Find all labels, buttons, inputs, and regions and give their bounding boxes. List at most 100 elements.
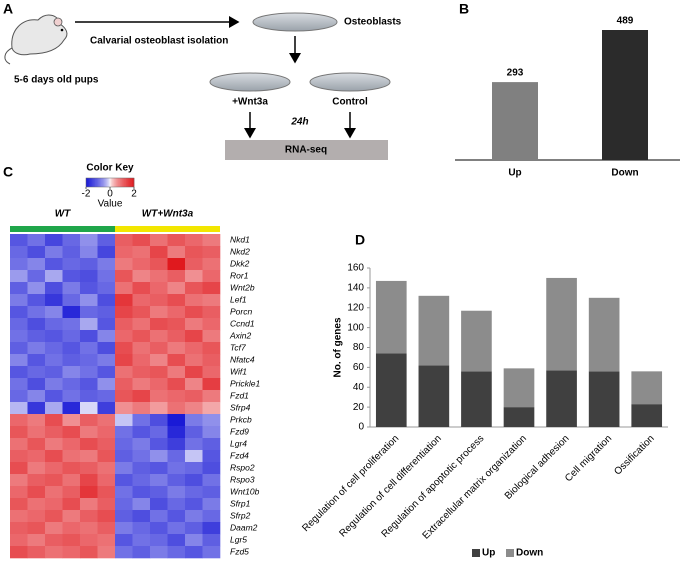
heatmap-cell bbox=[167, 306, 186, 319]
colorbar-step bbox=[116, 178, 118, 187]
heatmap-cell bbox=[45, 234, 63, 247]
heatmap-cell bbox=[132, 486, 151, 499]
heatmap-cell bbox=[97, 246, 116, 259]
heatmap-cell bbox=[202, 498, 221, 511]
row-label: Ccnd1 bbox=[230, 318, 255, 328]
heatmap-cell bbox=[185, 450, 203, 463]
condition-label: Control bbox=[332, 97, 368, 108]
bar-segment bbox=[375, 280, 407, 354]
heatmap-cell bbox=[202, 462, 221, 475]
row-label: Sfrp2 bbox=[230, 510, 251, 520]
heatmap-cell bbox=[167, 474, 186, 487]
y-axis-label: No. of genes bbox=[333, 317, 344, 377]
heatmap-cell bbox=[97, 414, 116, 427]
heatmap-cell bbox=[10, 282, 28, 295]
step-label: Calvarial osteoblast isolation bbox=[90, 36, 228, 47]
heatmap-cell bbox=[150, 498, 168, 511]
heatmap-cell bbox=[62, 402, 81, 415]
heatmap-cell bbox=[80, 510, 98, 523]
heatmap-cell bbox=[62, 318, 81, 331]
heatmap-cell bbox=[80, 366, 98, 379]
heatmap-cell bbox=[132, 510, 151, 523]
heatmap-cell bbox=[45, 378, 63, 391]
heatmap-cell bbox=[27, 354, 46, 367]
heatmap-cell bbox=[132, 330, 151, 343]
heatmap-cell bbox=[202, 234, 221, 247]
heatmap-cell bbox=[167, 402, 186, 415]
heatmap-cell bbox=[185, 414, 203, 427]
heatmap-cell bbox=[202, 486, 221, 499]
heatmap-cell bbox=[10, 234, 28, 247]
colorbar-step bbox=[123, 178, 125, 187]
heatmap-cell bbox=[62, 270, 81, 283]
heatmap-cell bbox=[202, 378, 221, 391]
colorbar-step bbox=[111, 178, 113, 187]
colorbar-step bbox=[100, 178, 102, 187]
heatmap-cell bbox=[27, 294, 46, 307]
heatmap-cell bbox=[27, 234, 46, 247]
heatmap-cell bbox=[10, 450, 28, 463]
dish-icon bbox=[209, 72, 291, 92]
heatmap-cell bbox=[27, 462, 46, 475]
heatmap-cell bbox=[185, 318, 203, 331]
heatmap-cell bbox=[62, 486, 81, 499]
heatmap-cell bbox=[80, 306, 98, 319]
heatmap-cell bbox=[115, 546, 133, 559]
colorbar-step bbox=[122, 178, 124, 187]
y-tick-label: 40 bbox=[353, 382, 365, 393]
heatmap-cell bbox=[45, 414, 63, 427]
colorbar-tick-label: 0 bbox=[107, 189, 113, 200]
heatmap-cell bbox=[97, 330, 116, 343]
heatmap-cell bbox=[167, 462, 186, 475]
heatmap-cell bbox=[45, 522, 63, 535]
heatmap-cell bbox=[10, 270, 28, 283]
heatmap-cell bbox=[97, 270, 116, 283]
heatmap-cell bbox=[150, 438, 168, 451]
heatmap-cell bbox=[97, 474, 116, 487]
row-label: Wif1 bbox=[230, 366, 247, 376]
heatmap-cell bbox=[132, 306, 151, 319]
data-label: 293 bbox=[507, 68, 524, 79]
heatmap-cell bbox=[202, 510, 221, 523]
heatmap-cell bbox=[97, 450, 116, 463]
dish-icon bbox=[252, 12, 338, 32]
colorbar-step bbox=[110, 178, 112, 187]
heatmap-cell bbox=[27, 258, 46, 271]
heatmap-cell bbox=[115, 426, 133, 439]
heatmap-cell bbox=[132, 318, 151, 331]
heatmap-cell bbox=[97, 438, 116, 451]
heatmap-cell bbox=[62, 438, 81, 451]
colorbar-step bbox=[89, 178, 92, 187]
heatmap-cell bbox=[97, 318, 116, 331]
heatmap-cell bbox=[10, 366, 28, 379]
heatmap-cell bbox=[115, 438, 133, 451]
colorbar-step bbox=[93, 178, 95, 187]
heatmap-cell bbox=[132, 282, 151, 295]
heatmap-cell bbox=[132, 534, 151, 547]
heatmap-cell bbox=[167, 522, 186, 535]
heatmap-cell bbox=[97, 234, 116, 247]
heatmap-cell bbox=[185, 258, 203, 271]
colorbar-step bbox=[94, 178, 96, 187]
heatmap-cell bbox=[80, 354, 98, 367]
heatmap-cell bbox=[167, 294, 186, 307]
heatmap-cell bbox=[202, 450, 221, 463]
heatmap-cell bbox=[62, 534, 81, 547]
group-label: WT+Wnt3a bbox=[142, 209, 194, 220]
heatmap-cell bbox=[115, 474, 133, 487]
heatmap-cell bbox=[27, 270, 46, 283]
heatmap-cell bbox=[45, 438, 63, 451]
heatmap-cell bbox=[150, 246, 168, 259]
heatmap-cell bbox=[45, 486, 63, 499]
mouse-tail bbox=[4, 47, 13, 65]
heatmap-cell bbox=[150, 318, 168, 331]
group-bar bbox=[10, 226, 115, 232]
heatmap-cell bbox=[150, 330, 168, 343]
heatmap-cell bbox=[80, 282, 98, 295]
heatmap-cell bbox=[132, 438, 151, 451]
colorbar-step bbox=[132, 178, 135, 187]
heatmap-cell bbox=[45, 270, 63, 283]
heatmap-cell bbox=[167, 282, 186, 295]
row-label: Prkcb bbox=[230, 414, 252, 424]
bar-segment bbox=[503, 368, 535, 408]
